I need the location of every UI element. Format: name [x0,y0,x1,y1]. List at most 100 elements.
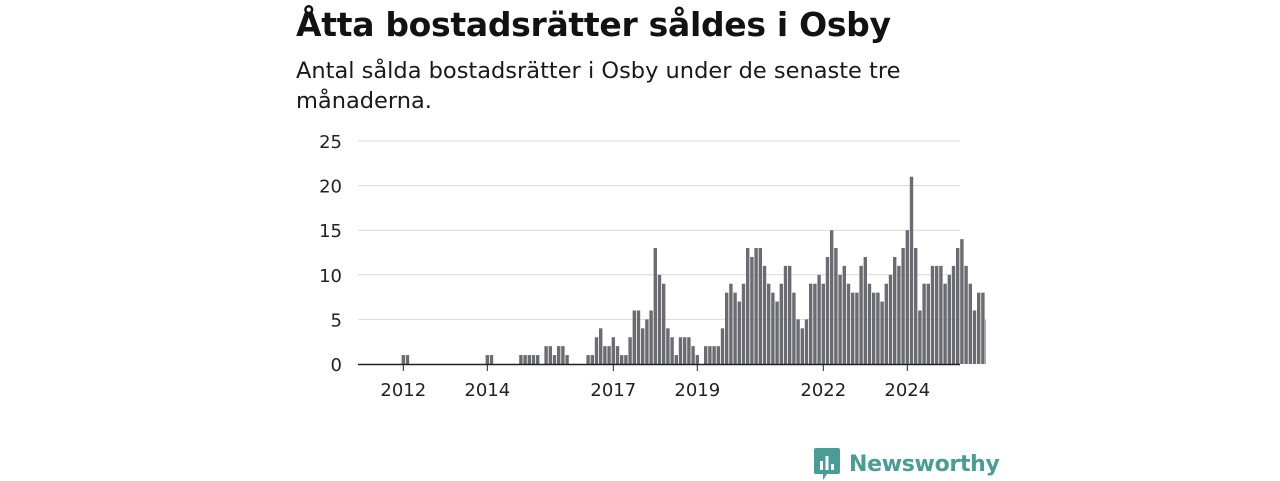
bar [762,265,767,364]
bar [741,283,746,364]
bar [838,274,842,364]
bar [704,346,708,364]
bar [926,283,930,364]
bar [565,355,569,364]
bar [947,274,951,364]
bar [859,265,863,364]
bar [754,248,758,364]
bar [834,248,838,364]
bar [632,310,636,364]
bar [867,283,872,364]
bar [670,337,674,364]
bar [800,328,804,364]
x-tick-label: 2022 [800,380,846,401]
bar [771,292,775,364]
bar [552,355,557,364]
bar [914,248,918,364]
bar [548,346,552,364]
bar [695,355,699,364]
y-tick-label: 10 [319,266,342,287]
bar [750,256,754,364]
x-tick-label: 2014 [464,380,510,401]
x-tick-label: 2012 [380,380,426,401]
bar [615,346,620,364]
x-tick-label: 2019 [674,380,720,401]
bar [624,355,628,364]
bar [783,265,788,364]
bar [981,292,985,364]
bar [594,337,599,364]
chart-title: Åtta bostadsrätter såldes i Osby [296,5,891,44]
bar [489,355,494,364]
bar [523,355,527,364]
bar [725,292,729,364]
bar [964,265,968,364]
bar-series [401,176,986,364]
bar [939,265,943,364]
bar [737,301,741,364]
bar [918,310,922,364]
bar [972,310,977,364]
newsworthy-logo: Newsworthy [813,447,1000,481]
brand-name: Newsworthy [849,451,1000,477]
bar [905,230,909,364]
bar [527,355,531,364]
bar [544,346,548,364]
bar [607,346,611,364]
bar [683,337,687,364]
bar [985,319,986,364]
bar [712,346,716,364]
bar [662,283,666,364]
bar [855,292,859,364]
bar [813,283,817,364]
bar [405,355,410,364]
bar [804,319,809,364]
bar [884,283,888,364]
bar [880,301,884,364]
bar [599,328,603,364]
bar [645,319,649,364]
y-tick-label: 5 [331,310,342,331]
bar [779,283,783,364]
bar [628,337,632,364]
bar [951,265,956,364]
bar [603,346,607,364]
bar [485,355,489,364]
chart-subtitle: Antal sålda bostadsrätter i Osby under d… [296,58,901,114]
bar [590,355,594,364]
bar [666,328,670,364]
bar [968,283,972,364]
bar [746,248,750,364]
bar [758,248,762,364]
bar [636,310,641,364]
bar [876,292,880,364]
y-axis-ticks: 0 5 10 15 20 25 [319,132,342,376]
bar [842,265,846,364]
bar [922,283,926,364]
bar [901,248,905,364]
bar [930,265,935,364]
bar [401,355,405,364]
bar [846,283,851,364]
bar [893,256,897,364]
bar [649,310,653,364]
y-tick-label: 0 [331,355,342,376]
bar [531,355,536,364]
newsworthy-logo-icon [814,448,840,480]
bar [888,274,893,364]
bar [825,256,830,364]
bar [708,346,712,364]
bar [586,355,590,364]
bar [851,292,855,364]
bar [653,248,657,364]
bar [935,265,939,364]
bar [817,274,821,364]
bar [809,283,813,364]
bar [960,239,964,364]
bar [519,355,523,364]
bar [830,230,834,364]
x-axis-ticks: 2012 2014 2017 2019 2022 2024 [380,365,930,401]
bar [863,256,867,364]
x-tick-label: 2024 [884,380,930,401]
bar [733,292,737,364]
